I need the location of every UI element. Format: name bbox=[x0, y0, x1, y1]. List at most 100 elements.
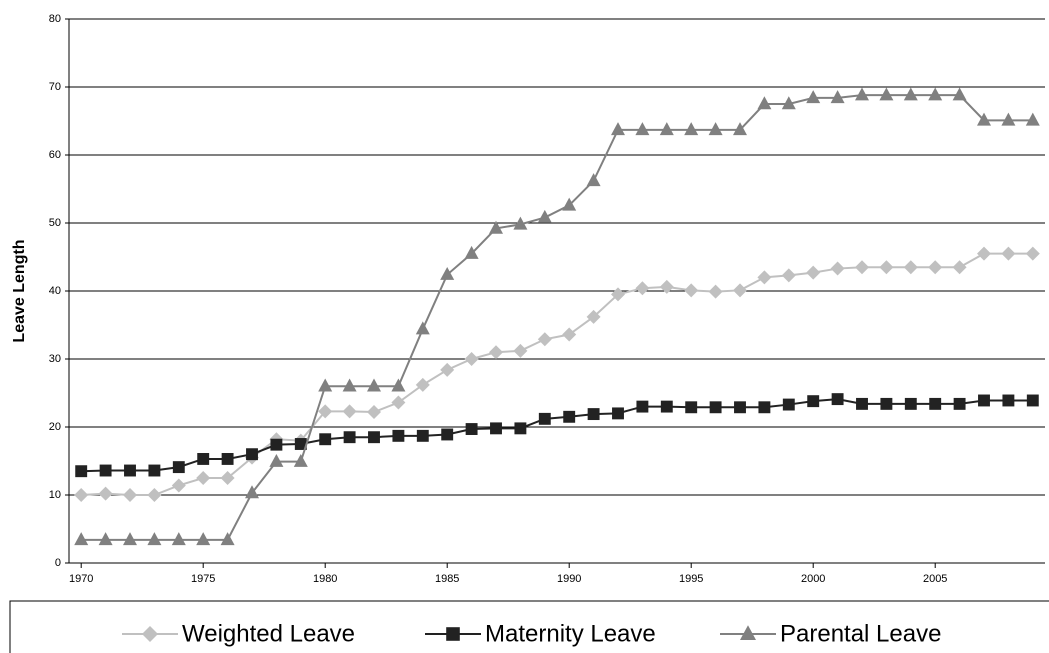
marker bbox=[952, 260, 967, 275]
marker bbox=[148, 464, 161, 477]
marker bbox=[611, 122, 625, 136]
marker bbox=[513, 343, 528, 358]
marker bbox=[74, 532, 89, 546]
marker bbox=[123, 488, 137, 502]
marker bbox=[392, 429, 405, 442]
legend-label: Maternity Leave bbox=[485, 620, 656, 647]
marker bbox=[611, 287, 625, 302]
marker bbox=[855, 87, 869, 101]
y-tick-label: 70 bbox=[49, 81, 61, 93]
marker bbox=[415, 377, 430, 392]
marker bbox=[368, 431, 380, 444]
marker bbox=[270, 438, 283, 451]
marker bbox=[464, 352, 479, 366]
marker bbox=[446, 627, 460, 641]
marker bbox=[830, 90, 845, 104]
marker bbox=[758, 401, 771, 414]
marker bbox=[830, 261, 845, 276]
marker bbox=[514, 422, 527, 435]
marker bbox=[124, 464, 136, 477]
marker bbox=[1001, 246, 1016, 261]
marker bbox=[1001, 112, 1016, 126]
marker bbox=[342, 404, 357, 419]
marker bbox=[952, 87, 967, 101]
marker bbox=[147, 532, 162, 546]
marker bbox=[537, 332, 552, 347]
marker bbox=[734, 401, 746, 414]
marker bbox=[928, 87, 943, 101]
marker bbox=[1026, 394, 1039, 407]
marker bbox=[978, 394, 990, 407]
marker bbox=[319, 433, 332, 446]
marker bbox=[98, 532, 113, 546]
marker bbox=[220, 471, 235, 485]
marker bbox=[880, 397, 893, 410]
marker bbox=[367, 378, 381, 392]
y-tick-label: 80 bbox=[49, 13, 61, 25]
legend-box bbox=[9, 600, 1049, 653]
marker bbox=[147, 488, 162, 502]
marker bbox=[733, 122, 747, 136]
marker bbox=[490, 422, 502, 435]
y-tick-label: 40 bbox=[49, 285, 61, 297]
marker bbox=[318, 378, 333, 392]
marker bbox=[562, 197, 577, 211]
x-tick-label: 1970 bbox=[69, 573, 93, 585]
series-line bbox=[81, 94, 1033, 541]
marker bbox=[929, 397, 942, 410]
marker bbox=[196, 471, 211, 485]
marker bbox=[1002, 394, 1015, 407]
marker bbox=[757, 270, 772, 285]
legend-label: Weighted Leave bbox=[182, 620, 355, 647]
series-line bbox=[81, 252, 1033, 496]
marker bbox=[220, 532, 235, 546]
marker bbox=[464, 245, 479, 259]
marker bbox=[928, 260, 943, 275]
marker bbox=[740, 625, 756, 640]
marker bbox=[391, 395, 406, 410]
marker bbox=[1025, 112, 1040, 126]
marker bbox=[855, 260, 869, 275]
marker bbox=[416, 429, 429, 442]
marker bbox=[684, 122, 699, 136]
x-tick-label: 2000 bbox=[801, 573, 825, 585]
marker bbox=[659, 122, 674, 136]
y-tick-label: 10 bbox=[49, 489, 61, 501]
marker bbox=[537, 209, 552, 223]
marker bbox=[245, 485, 259, 499]
legend-label: Parental Leave bbox=[780, 620, 941, 647]
marker bbox=[513, 216, 528, 230]
marker bbox=[440, 266, 455, 280]
marker bbox=[391, 378, 406, 392]
marker bbox=[831, 393, 844, 406]
marker bbox=[781, 96, 796, 110]
marker bbox=[586, 309, 601, 324]
marker bbox=[343, 431, 356, 444]
marker bbox=[586, 173, 601, 187]
marker bbox=[171, 478, 186, 493]
x-tick-label: 1995 bbox=[679, 573, 703, 585]
marker bbox=[635, 281, 650, 296]
marker bbox=[440, 362, 455, 377]
marker bbox=[879, 87, 894, 101]
y-tick-label: 50 bbox=[49, 217, 61, 229]
marker bbox=[903, 260, 918, 275]
marker bbox=[807, 395, 820, 408]
marker bbox=[415, 321, 430, 335]
x-tick-label: 1985 bbox=[435, 573, 459, 585]
marker bbox=[142, 626, 158, 642]
marker bbox=[1025, 246, 1040, 261]
marker bbox=[294, 438, 307, 450]
marker bbox=[172, 461, 185, 474]
x-tick-label: 1975 bbox=[191, 573, 215, 585]
marker bbox=[879, 260, 894, 275]
marker bbox=[342, 378, 357, 392]
marker bbox=[563, 410, 576, 423]
x-tick-label: 1990 bbox=[557, 573, 581, 585]
marker bbox=[904, 397, 917, 410]
marker bbox=[612, 407, 624, 420]
marker bbox=[196, 532, 211, 546]
marker bbox=[465, 423, 478, 435]
marker bbox=[98, 486, 113, 501]
